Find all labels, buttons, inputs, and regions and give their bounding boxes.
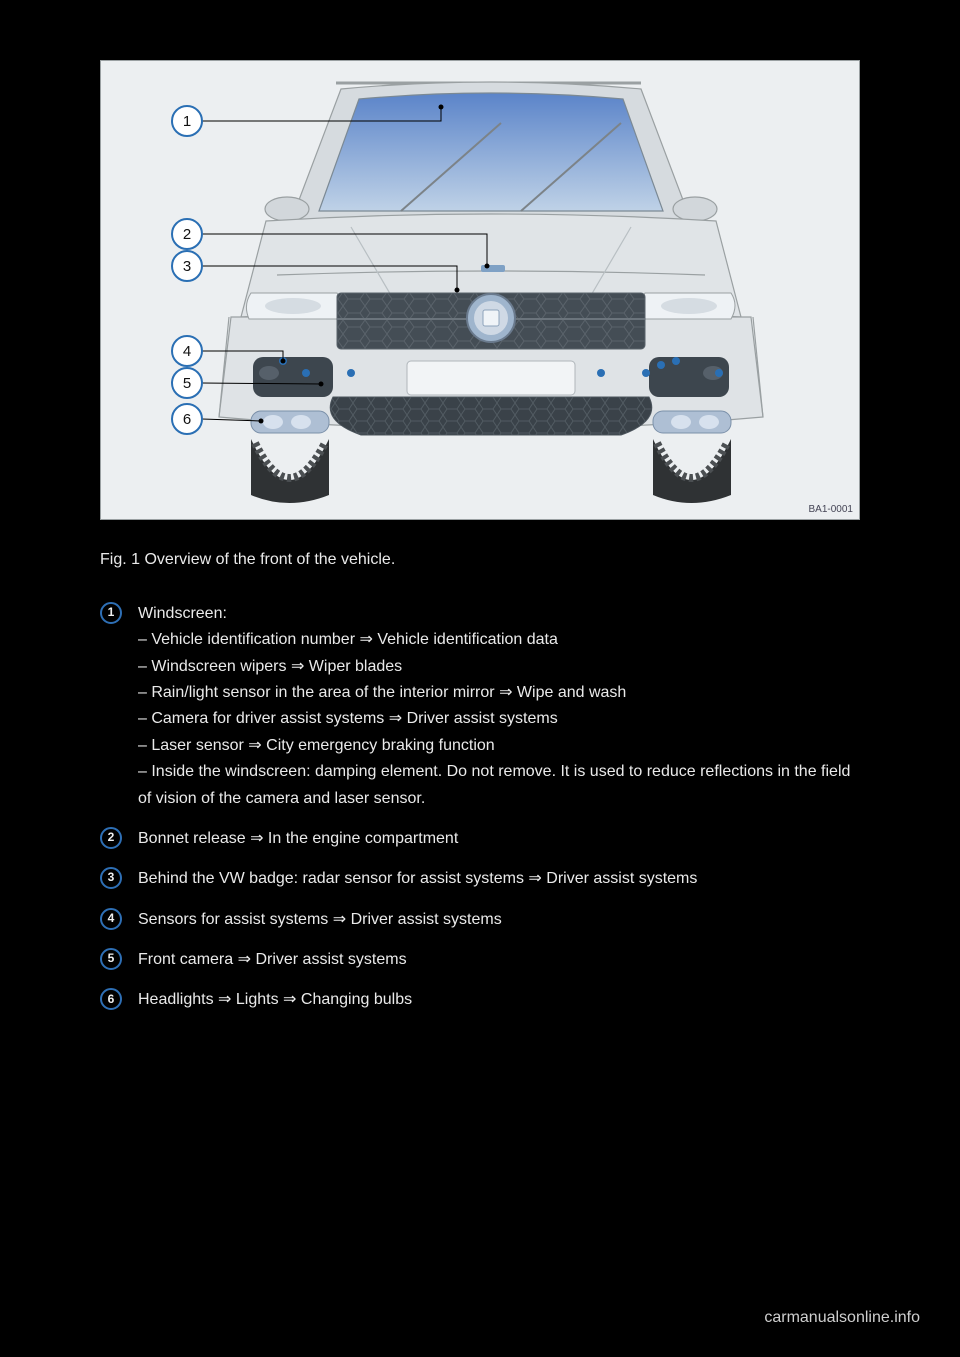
tyre-left	[251, 439, 329, 503]
caption-prefix: Fig. 1	[100, 551, 144, 568]
tyre-right	[653, 439, 731, 503]
list-item-title-link[interactable]: ⇒ Lights	[218, 991, 279, 1008]
list-bullet: 2	[100, 827, 122, 849]
side-inlet-left	[253, 357, 333, 397]
list-item-title-link[interactable]: ⇒ Driver assist systems	[333, 911, 502, 928]
list-sub-line: – Rain/light sensor in the area of the i…	[138, 680, 860, 706]
svg-text:5: 5	[183, 375, 191, 392]
figure-frame: 1 2 3 4 5 6 BA1-0001	[100, 60, 860, 520]
caption-text: Overview of the front of the vehicle.	[144, 551, 395, 568]
list-sub-dash: –	[138, 737, 151, 754]
list-item-title: Sensors for assist systems ⇒ Driver assi…	[138, 907, 860, 933]
svg-text:2: 2	[183, 226, 191, 243]
list-sub-label: Inside the windscreen: damping element. …	[138, 763, 850, 806]
list-item-title-text: Windscreen:	[138, 605, 227, 622]
list-item-body: Bonnet release ⇒ In the engine compartme…	[138, 826, 860, 852]
list-item-body: Front camera ⇒ Driver assist systems	[138, 947, 860, 973]
headlight-left	[246, 293, 341, 319]
list-item-title-text: Behind the VW badge: radar sensor for as…	[138, 870, 528, 887]
list-sub-label: Camera for driver assist systems	[151, 710, 388, 727]
list-item-title-text: Sensors for assist systems	[138, 911, 333, 928]
list-item-body: Behind the VW badge: radar sensor for as…	[138, 866, 860, 892]
list-item: 2 Bonnet release ⇒ In the engine compartm…	[100, 826, 860, 852]
list-sub-link[interactable]: ⇒ Driver assist systems	[389, 710, 558, 727]
svg-text:1: 1	[183, 113, 191, 130]
list-sub-label: Laser sensor	[151, 737, 248, 754]
list-item-title-link[interactable]: ⇒ Driver assist systems	[238, 951, 407, 968]
list-bullet: 4	[100, 908, 122, 930]
list-item-body: Headlights ⇒ Lights ⇒ Changing bulbs	[138, 987, 860, 1013]
list-sub-dash: –	[138, 710, 151, 727]
list-sub-link[interactable]: ⇒ Wipe and wash	[499, 684, 626, 701]
list-item: 5 Front camera ⇒ Driver assist systems	[100, 947, 860, 973]
fog-light-right	[653, 411, 731, 433]
list-item-title-text: Bonnet release	[138, 830, 250, 847]
figure-caption: Fig. 1 Overview of the front of the vehi…	[100, 548, 860, 573]
list-sub-label: Rain/light sensor in the area of the int…	[151, 684, 499, 701]
vw-emblem	[467, 294, 515, 342]
list-sub-dash: –	[138, 658, 151, 675]
list-sub-line: – Camera for driver assist systems ⇒ Dri…	[138, 706, 860, 732]
list-sub-label: Windscreen wipers	[151, 658, 291, 675]
lower-grille	[330, 397, 652, 435]
svg-text:4: 4	[183, 343, 191, 360]
list-item-title-text: Headlights	[138, 991, 218, 1008]
list-sub-link[interactable]: ⇒ Vehicle identification data	[359, 631, 557, 648]
list-sub-line: – Inside the windscreen: damping element…	[138, 759, 860, 812]
list-item: 6 Headlights ⇒ Lights ⇒ Changing bulbs	[100, 987, 860, 1013]
list-item: 3 Behind the VW badge: radar sensor for a…	[100, 866, 860, 892]
list-sub-line: – Vehicle identification number ⇒ Vehicl…	[138, 627, 860, 653]
list-item-title: Headlights ⇒ Lights ⇒ Changing bulbs	[138, 987, 860, 1013]
vehicle-front-svg: 1 2 3 4 5 6	[101, 61, 860, 520]
list-sub-dash: –	[138, 684, 151, 701]
list-sub-label: Vehicle identification number	[151, 631, 359, 648]
list-item: 4 Sensors for assist systems ⇒ Driver ass…	[100, 907, 860, 933]
svg-text:6: 6	[183, 411, 191, 428]
list-sub-link[interactable]: ⇒ Wiper blades	[291, 658, 402, 675]
list-item-title-link[interactable]: ⇒ Changing bulbs	[279, 991, 413, 1008]
headlight-right	[641, 293, 735, 319]
list-item-body: Windscreen: – Vehicle identification numb…	[138, 601, 860, 812]
list-sub-dash: –	[138, 631, 151, 648]
list-item-title-link[interactable]: ⇒ In the engine compartment	[250, 830, 458, 847]
list-item-title: Behind the VW badge: radar sensor for as…	[138, 866, 860, 892]
list-sub-dash: –	[138, 763, 151, 780]
list-bullet: 3	[100, 867, 122, 889]
number-plate	[407, 361, 575, 395]
footer-source: carmanualsonline.info	[764, 1309, 920, 1327]
list-sub-line: – Windscreen wipers ⇒ Wiper blades	[138, 654, 860, 680]
list-item-title: Front camera ⇒ Driver assist systems	[138, 947, 860, 973]
callout-list: 1 Windscreen: – Vehicle identification num…	[100, 601, 860, 1014]
manual-page: 1 2 3 4 5 6 BA1-0001 Fig. 1 Overview of the f…	[0, 0, 960, 1357]
list-sub-link[interactable]: ⇒ City emergency braking function	[248, 737, 494, 754]
list-sub-line: – Laser sensor ⇒ City emergency braking …	[138, 733, 860, 759]
list-item-title-text: Front camera	[138, 951, 238, 968]
list-item-title: Windscreen:	[138, 601, 860, 627]
list-item-title-link[interactable]: ⇒ Driver assist systems	[528, 870, 697, 887]
list-bullet: 5	[100, 948, 122, 970]
list-item-body: Sensors for assist systems ⇒ Driver assi…	[138, 907, 860, 933]
list-item: 1 Windscreen: – Vehicle identification num…	[100, 601, 860, 812]
svg-text:3: 3	[183, 258, 191, 275]
figure-ref: BA1-0001	[809, 504, 853, 515]
list-item-title: Bonnet release ⇒ In the engine compartme…	[138, 826, 860, 852]
list-bullet: 6	[100, 988, 122, 1010]
list-bullet: 1	[100, 602, 122, 624]
